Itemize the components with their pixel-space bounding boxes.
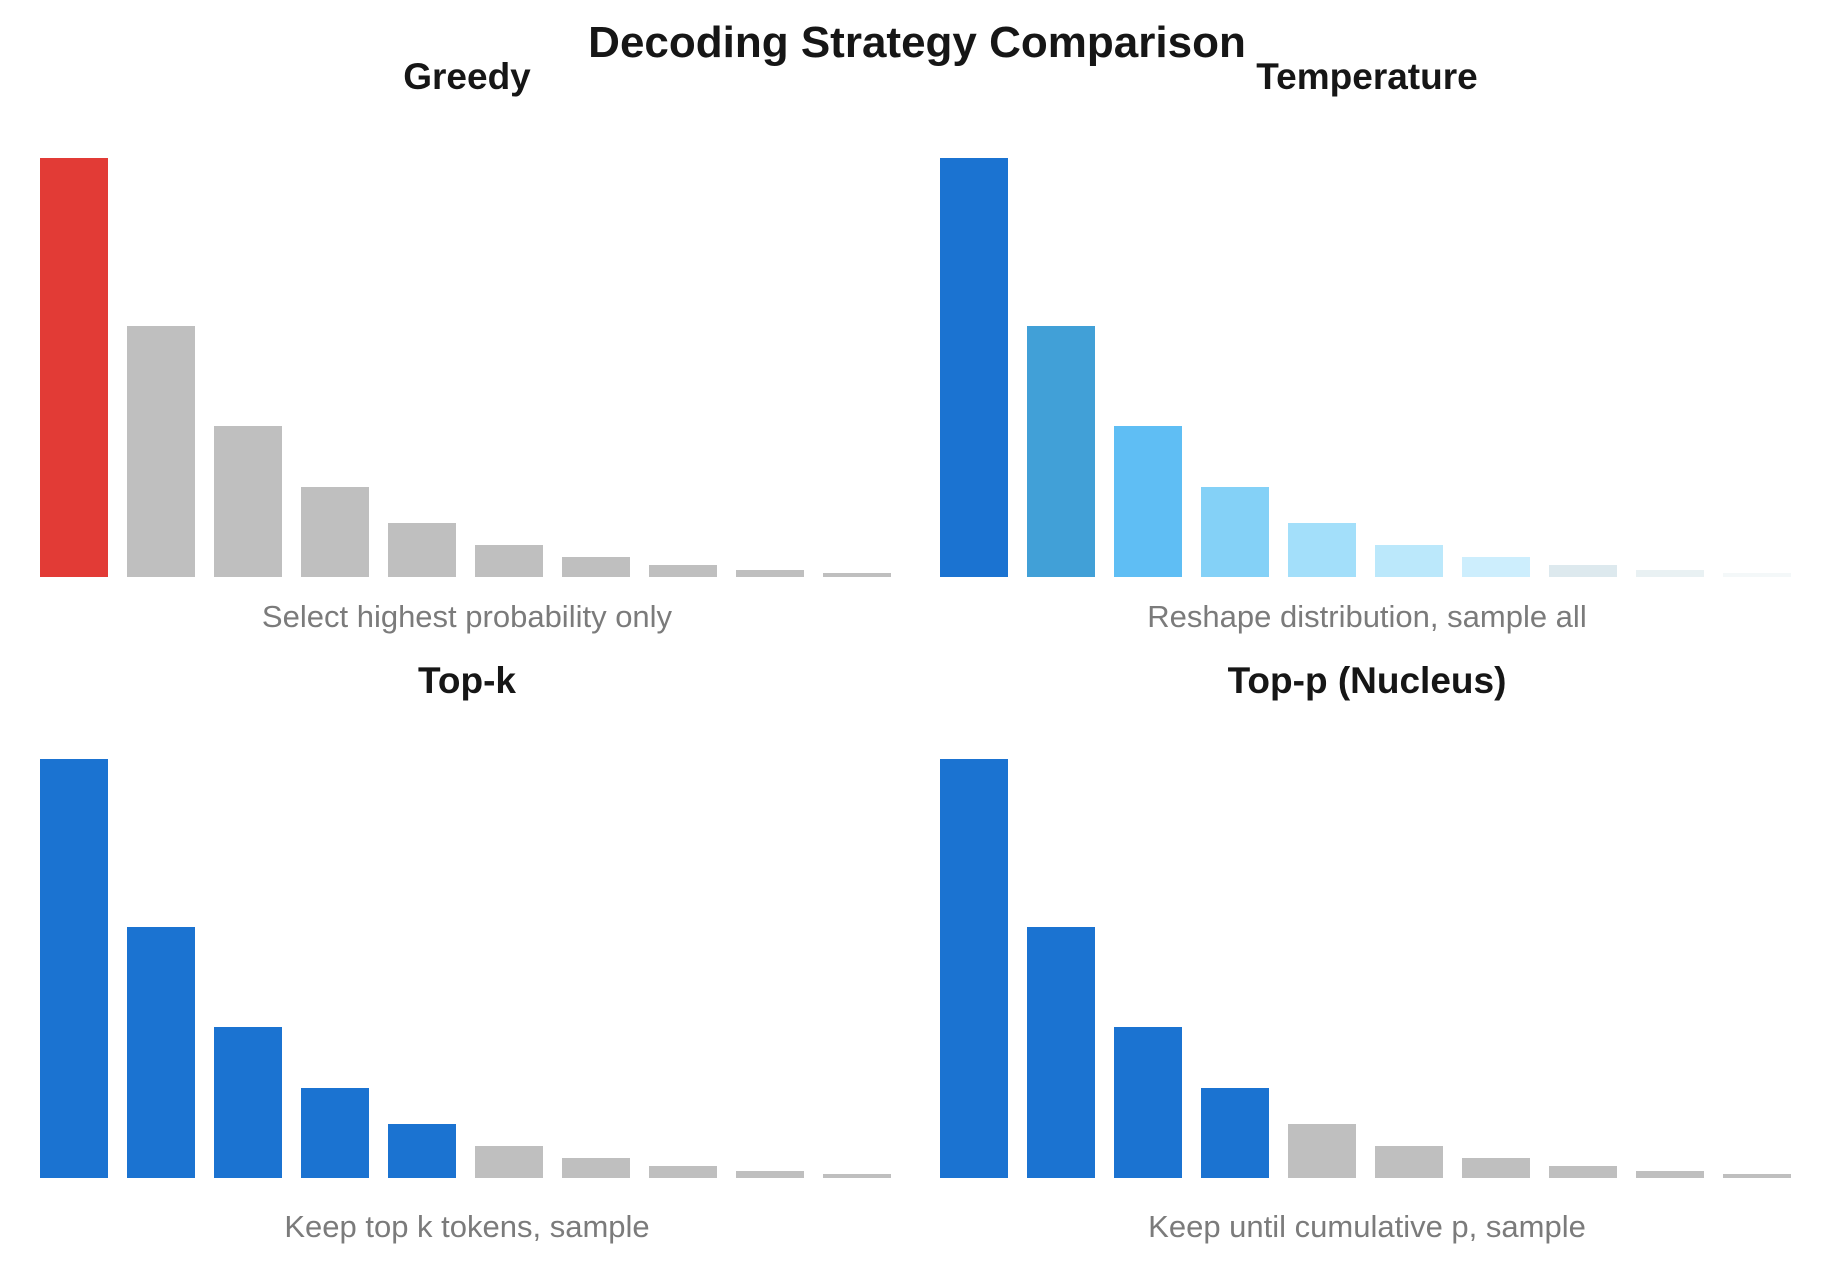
bar-token-5	[1288, 1124, 1356, 1178]
bar-token-10	[1723, 1174, 1791, 1178]
bar-token-7	[562, 1158, 630, 1178]
bar-token-2	[1027, 927, 1095, 1178]
bar-token-7	[1462, 1158, 1530, 1178]
panel-top-k-caption: Keep top k tokens, sample	[284, 1209, 650, 1244]
bar-token-6	[1375, 545, 1443, 577]
bar-token-3	[1114, 1027, 1182, 1178]
bar-token-10	[823, 573, 891, 577]
bar-token-7	[1462, 557, 1530, 577]
bar-token-4	[301, 1088, 369, 1178]
bar-token-6	[475, 1146, 543, 1178]
bar-token-3	[214, 426, 282, 577]
bar-token-9	[1636, 570, 1704, 577]
bar-token-2	[127, 927, 195, 1178]
panel-greedy-caption: Select highest probability only	[261, 599, 673, 634]
bar-token-4	[301, 487, 369, 577]
bar-token-4	[1201, 487, 1269, 577]
panel-greedy-title: Greedy	[403, 56, 531, 97]
panel-temperature-title: Temperature	[1256, 56, 1478, 97]
bar-token-5	[388, 523, 456, 577]
bar-token-3	[1114, 426, 1182, 577]
bar-token-1	[40, 158, 108, 577]
bar-token-2	[1027, 326, 1095, 577]
bar-token-5	[388, 1124, 456, 1178]
panel-temperature-caption: Reshape distribution, sample all	[1147, 599, 1587, 634]
panel-temperature-bars	[940, 158, 1791, 577]
panel-greedy-bars	[40, 158, 891, 577]
bar-token-1	[40, 759, 108, 1178]
bar-token-7	[562, 557, 630, 577]
bar-token-10	[823, 1174, 891, 1178]
bar-token-10	[1723, 573, 1791, 577]
bar-token-1	[940, 759, 1008, 1178]
bar-token-8	[1549, 565, 1617, 577]
bar-token-4	[1201, 1088, 1269, 1178]
bar-token-9	[736, 570, 804, 577]
panel-top-k-bars	[40, 759, 891, 1178]
bar-token-8	[649, 565, 717, 577]
bar-token-1	[940, 158, 1008, 577]
bar-token-3	[214, 1027, 282, 1178]
bar-token-6	[475, 545, 543, 577]
panel-top-p-caption: Keep until cumulative p, sample	[1148, 1209, 1586, 1244]
panel-top-p-title: Top-p (Nucleus)	[1227, 660, 1507, 701]
panel-top-k-title: Top-k	[418, 660, 516, 701]
bar-token-8	[1549, 1166, 1617, 1178]
figure-title: Decoding Strategy Comparison	[588, 18, 1246, 67]
bar-token-8	[649, 1166, 717, 1178]
bar-token-5	[1288, 523, 1356, 577]
bar-token-2	[127, 326, 195, 577]
panel-top-p-bars	[940, 759, 1791, 1178]
bar-token-9	[1636, 1171, 1704, 1178]
bar-token-9	[736, 1171, 804, 1178]
bar-token-6	[1375, 1146, 1443, 1178]
